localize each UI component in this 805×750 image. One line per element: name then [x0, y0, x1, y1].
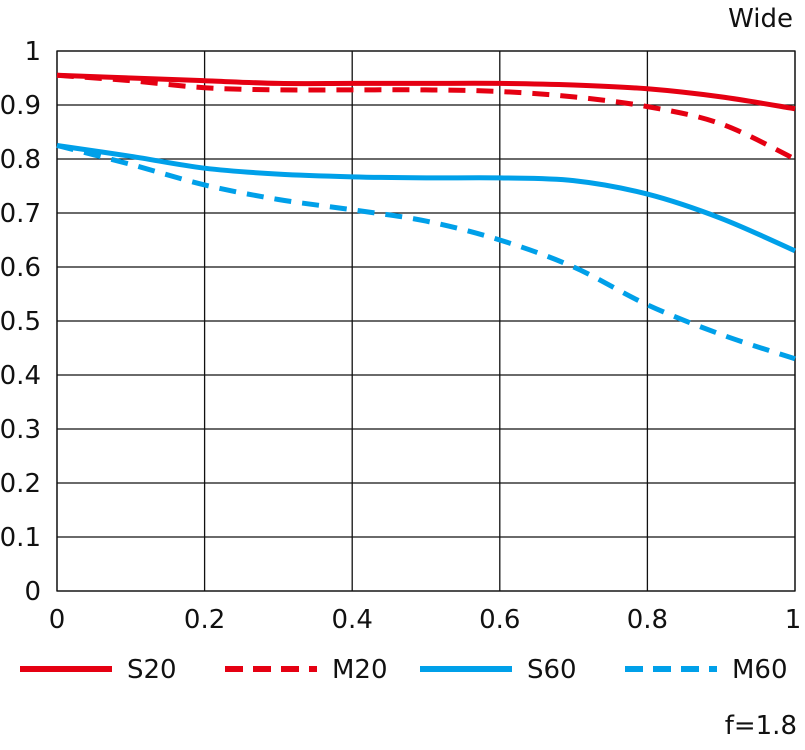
y-tick-label: 0.2	[0, 469, 41, 499]
y-tick-label: 0.9	[0, 91, 41, 121]
series-line-s20	[56, 72, 796, 112]
plot-frame	[56, 50, 796, 592]
series-line-s60	[56, 143, 797, 254]
legend: S20 M20 S60 M60	[20, 655, 788, 685]
x-tick-label: 1	[785, 605, 802, 635]
x-tick-label: 0.4	[332, 605, 373, 635]
y-tick-label: 0.6	[0, 253, 41, 283]
x-tick-label: 0.2	[184, 605, 225, 635]
x-axis-ticks: 0 0.2 0.4 0.6 0.8 1	[49, 605, 802, 635]
y-axis-ticks: 0 0.1 0.2 0.3 0.4 0.5 0.6 0.7 0.8 0.9 1	[0, 37, 41, 607]
y-tick-label: 0.8	[0, 145, 41, 175]
series-line-m20	[56, 72, 797, 162]
y-tick-label: 0.7	[0, 199, 41, 229]
y-tick-label: 0.5	[0, 307, 41, 337]
legend-label: M60	[732, 655, 788, 685]
legend-label: S20	[127, 655, 177, 685]
x-tick-label: 0.8	[627, 605, 668, 635]
series-lines	[56, 72, 797, 362]
y-tick-label: 0.1	[0, 523, 41, 553]
y-tick-label: 0	[24, 577, 41, 607]
chart-title: Wide	[728, 4, 793, 34]
grid	[56, 50, 796, 592]
x-tick-label: 0.6	[479, 605, 520, 635]
series-line-m60	[56, 143, 796, 362]
legend-label: M20	[332, 655, 388, 685]
y-tick-label: 1	[24, 37, 41, 67]
y-tick-label: 0.4	[0, 361, 41, 391]
aperture-note: f=1.8	[725, 711, 797, 741]
legend-label: S60	[527, 655, 577, 685]
x-tick-label: 0	[49, 605, 66, 635]
y-tick-label: 0.3	[0, 415, 41, 445]
